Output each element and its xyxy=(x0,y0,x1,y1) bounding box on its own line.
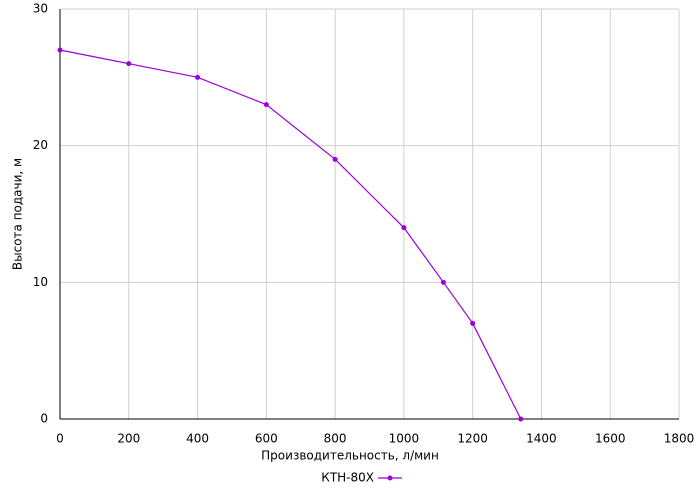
x-tick-label: 800 xyxy=(324,432,347,446)
x-tick-label: 0 xyxy=(56,432,64,446)
data-point xyxy=(470,320,476,326)
x-tick-label: 400 xyxy=(186,432,209,446)
x-tick-label: 1400 xyxy=(526,432,557,446)
y-axis-title: Высота подачи, м xyxy=(11,158,25,270)
y-tick-label: 10 xyxy=(33,275,48,289)
x-tick-label: 1200 xyxy=(457,432,488,446)
legend-label: КТН-80Х xyxy=(321,471,374,485)
data-point xyxy=(440,279,446,285)
x-axis-title: Производительность, л/мин xyxy=(261,449,439,463)
y-tick-label: 30 xyxy=(33,2,48,16)
x-tick-label: 1000 xyxy=(389,432,420,446)
data-point xyxy=(401,225,407,231)
data-point xyxy=(126,61,132,67)
y-tick-label: 20 xyxy=(33,138,48,152)
data-point xyxy=(263,102,269,108)
data-point xyxy=(518,416,524,422)
y-tick-label: 0 xyxy=(40,412,48,426)
legend-marker xyxy=(387,475,393,481)
data-point xyxy=(332,156,338,162)
x-tick-label: 200 xyxy=(117,432,140,446)
data-point xyxy=(195,74,201,80)
x-tick-label: 1800 xyxy=(664,432,695,446)
data-point xyxy=(57,47,63,53)
x-tick-label: 1600 xyxy=(595,432,626,446)
x-tick-label: 600 xyxy=(255,432,278,446)
